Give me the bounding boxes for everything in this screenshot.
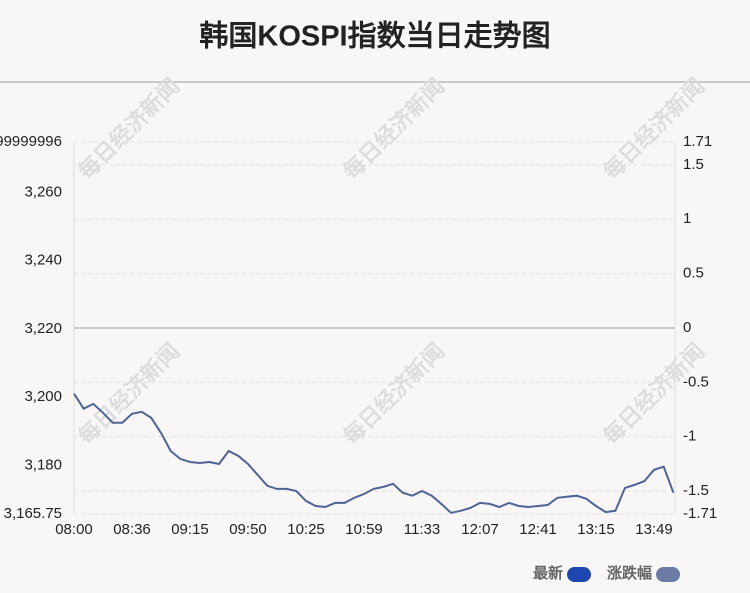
y2-tick-label: -0.5 [683,373,709,390]
x-tick-label: 13:49 [635,521,673,538]
y2-tick-label: -1.5 [683,482,709,499]
x-tick-label: 10:59 [345,521,383,538]
x-tick-label: 09:50 [229,521,267,538]
y2-tick-label: -1.71 [683,505,717,522]
x-tick-label: 12:41 [519,521,557,538]
y-tick-label: 3,165.75 [4,505,62,522]
x-tick-label: 11:33 [404,521,440,538]
y2-tick-label: 0.5 [683,265,704,282]
y-tick-label: 3,180 [24,456,62,473]
legend-label: 涨跌幅 [607,564,652,582]
legend-label: 最新 [533,564,563,582]
x-tick-label: 08:36 [113,521,151,538]
x-tick-label: 13:15 [577,521,615,538]
x-tick-label: 08:00 [55,521,93,538]
x-tick-label: 12:07 [461,521,499,538]
y-tick-label: 3,260 [24,183,62,200]
y2-tick-label: 1 [683,210,691,227]
chart-title: 韩国KOSPI指数当日走势图 [199,20,550,53]
y-tick-label: 3,220 [24,320,62,337]
price-line [73,393,675,514]
y2-tick-label: 1.71 [683,133,712,150]
y-tick-label: 3,240 [24,252,62,269]
y2-tick-label: -1 [683,428,696,445]
x-tick-label: 09:15 [171,521,209,538]
y2-tick-label: 0 [683,319,691,336]
x-tick-label: 10:25 [287,521,325,538]
legend-swatch [567,567,592,582]
y-tick-label: 3,274.7499999996 [0,133,62,150]
y-tick-label: 3,200 [24,388,62,405]
y2-tick-label: 1.5 [683,156,704,173]
legend-swatch [656,567,681,582]
